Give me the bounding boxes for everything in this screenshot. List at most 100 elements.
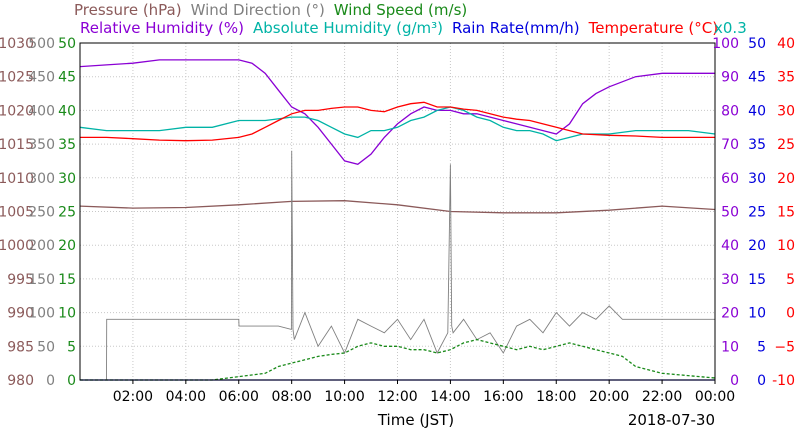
axis-tick-rain_rate: 50 xyxy=(748,36,766,52)
scale-note: x0.3 xyxy=(714,19,747,37)
axis-tick-rain_rate: 20 xyxy=(748,238,766,254)
axis-tick-pressure: 1025 xyxy=(0,70,34,86)
axis-tick-temperature: 10 xyxy=(777,238,795,254)
axis-tick-pressure: 1015 xyxy=(0,137,34,153)
series-line-relative-humidity xyxy=(79,59,715,166)
axis-tick-rain_rate: 40 xyxy=(748,103,766,119)
axis-tick-wind_direction: 350 xyxy=(28,137,55,153)
legend-entry: Wind Speed (m/s) xyxy=(334,1,467,19)
x-tick-label: 00:00 xyxy=(695,389,735,405)
legend-entry: Pressure (hPa) xyxy=(74,1,182,19)
axis-tick-pressure: 1020 xyxy=(0,103,34,119)
date-label: 2018-07-30 xyxy=(628,411,715,429)
axis-tick-wind_speed: 0 xyxy=(67,373,76,389)
axis-tick-temperature: 35 xyxy=(777,70,795,86)
axis-tick-relative_humidity: 10 xyxy=(721,339,739,355)
series-line-absolute-humidity-g-m xyxy=(79,106,716,142)
axis-tick-wind_direction: 400 xyxy=(28,103,55,119)
axis-tick-temperature: −5 xyxy=(774,339,795,355)
axis-tick-rain_rate: 15 xyxy=(748,272,766,288)
axis-tick-wind_speed: 15 xyxy=(58,272,76,288)
axis-tick-relative_humidity: 70 xyxy=(721,137,739,153)
axis-tick-relative_humidity: 50 xyxy=(721,205,739,221)
axis-tick-temperature: -10 xyxy=(772,373,795,389)
axis-tick-wind_direction: 300 xyxy=(28,171,55,187)
series-line-wind-direction xyxy=(80,150,715,381)
axis-tick-wind_speed: 40 xyxy=(58,103,76,119)
axis-tick-pressure: 1005 xyxy=(0,205,34,221)
axis-tick-pressure: 980 xyxy=(7,373,34,389)
axis-tick-relative_humidity: 0 xyxy=(730,373,739,389)
axis-tick-pressure: 1000 xyxy=(0,238,34,254)
axis-tick-rain_rate: 0 xyxy=(757,373,766,389)
grid xyxy=(80,43,715,380)
right-axes: 0102030405060708090100051015202530354045… xyxy=(712,36,795,389)
x-tick-label: 04:00 xyxy=(166,389,206,405)
x-tick-label: 12:00 xyxy=(377,389,417,405)
series-line-pressure-hpa xyxy=(79,200,716,214)
axis-tick-wind_direction: 200 xyxy=(28,238,55,254)
axis-tick-relative_humidity: 40 xyxy=(721,238,739,254)
series-line-temperature-c xyxy=(80,101,715,142)
axis-tick-wind_direction: 50 xyxy=(37,339,55,355)
axis-tick-pressure: 1010 xyxy=(0,171,34,187)
axis-tick-rain_rate: 45 xyxy=(748,70,766,86)
axis-tick-wind_direction: 250 xyxy=(28,205,55,221)
legend-entry: Wind Direction (°) xyxy=(191,1,325,19)
axis-tick-relative_humidity: 90 xyxy=(721,70,739,86)
axis-tick-pressure: 985 xyxy=(7,339,34,355)
axis-tick-wind_direction: 450 xyxy=(28,70,55,86)
axis-tick-relative_humidity: 100 xyxy=(712,36,739,52)
axis-tick-wind_speed: 30 xyxy=(58,171,76,187)
x-tick-label: 14:00 xyxy=(430,389,470,405)
axis-tick-wind_speed: 35 xyxy=(58,137,76,153)
axis-tick-wind_speed: 5 xyxy=(67,339,76,355)
axis-tick-relative_humidity: 60 xyxy=(721,171,739,187)
axis-tick-temperature: 25 xyxy=(777,137,795,153)
axis-tick-pressure: 995 xyxy=(7,272,34,288)
axis-tick-rain_rate: 25 xyxy=(748,205,766,221)
axis-tick-wind_direction: 500 xyxy=(28,36,55,52)
axis-tick-relative_humidity: 30 xyxy=(721,272,739,288)
axis-tick-wind_speed: 45 xyxy=(58,70,76,86)
x-tick-label: 08:00 xyxy=(271,389,311,405)
axis-tick-relative_humidity: 20 xyxy=(721,306,739,322)
axis-tick-temperature: 0 xyxy=(786,306,795,322)
axis-tick-rain_rate: 30 xyxy=(748,171,766,187)
legend-entry: Temperature (°C) xyxy=(588,19,718,37)
axis-tick-wind_direction: 150 xyxy=(28,272,55,288)
series-line-wind-speed-m-s xyxy=(80,338,716,381)
axis-tick-wind_direction: 0 xyxy=(46,373,55,389)
axis-tick-wind_direction: 100 xyxy=(28,306,55,322)
legend-entry: Rain Rate(mm/h) xyxy=(452,19,580,37)
axis-tick-temperature: 30 xyxy=(777,103,795,119)
axis-tick-rain_rate: 10 xyxy=(748,306,766,322)
legend: Pressure (hPa) Wind Direction (°) Wind Spe… xyxy=(74,1,747,37)
legend-entry: Relative Humidity (%) xyxy=(80,19,244,37)
axis-tick-pressure: 1030 xyxy=(0,36,34,52)
x-tick-label: 10:00 xyxy=(324,389,364,405)
axis-tick-wind_speed: 25 xyxy=(58,205,76,221)
x-tick-label: 06:00 xyxy=(219,389,259,405)
left-axes: 9809859909951000100510101015102010251030… xyxy=(0,36,76,389)
axis-tick-temperature: 5 xyxy=(786,272,795,288)
axis-tick-rain_rate: 5 xyxy=(757,339,766,355)
axis-tick-rain_rate: 35 xyxy=(748,137,766,153)
axis-tick-wind_speed: 20 xyxy=(58,238,76,254)
x-tick-label: 22:00 xyxy=(642,389,682,405)
axis-tick-wind_speed: 50 xyxy=(58,36,76,52)
axis-tick-temperature: 20 xyxy=(777,171,795,187)
x-tick-label: 16:00 xyxy=(483,389,523,405)
axis-tick-temperature: 40 xyxy=(777,36,795,52)
x-tick-label: 20:00 xyxy=(589,389,629,405)
x-tick-label: 02:00 xyxy=(113,389,153,405)
x-axis: 02:00 04:00 06:00 08:00 10:00 12:00 14:00 16:00… xyxy=(113,380,735,405)
axis-tick-pressure: 990 xyxy=(7,306,34,322)
legend-entry: Absolute Humidity (g/m³) xyxy=(253,19,443,37)
axis-tick-temperature: 15 xyxy=(777,205,795,221)
axis-tick-relative_humidity: 80 xyxy=(721,103,739,119)
x-axis-label: Time (JST) xyxy=(377,411,454,429)
x-tick-label: 18:00 xyxy=(536,389,576,405)
